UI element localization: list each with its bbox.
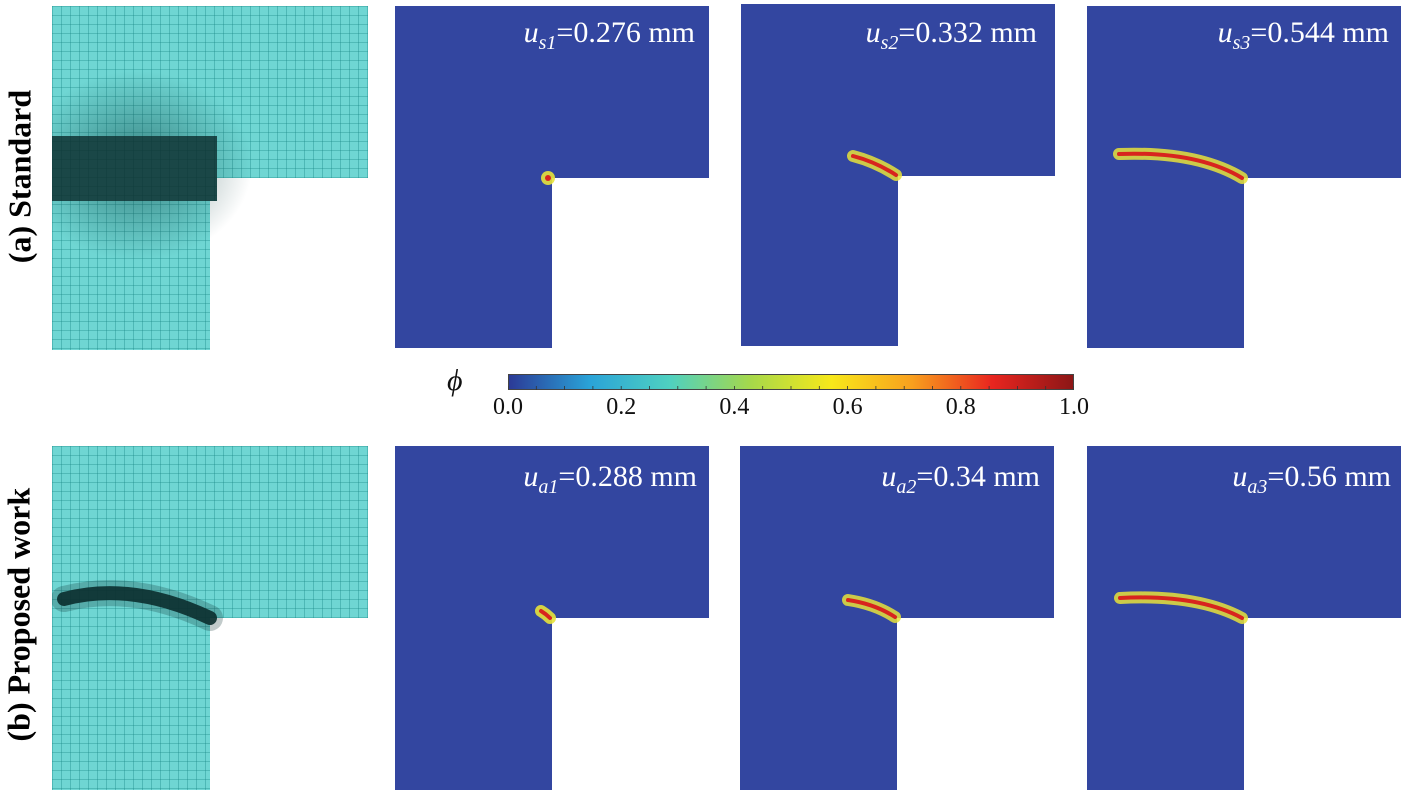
phase-field-panel-s2: us2=0.332 mm [741,4,1055,346]
colorbar-ticks [508,386,1074,390]
phase-field-panel-s1: us1=0.276 mm [395,6,709,348]
phase-field-panel-s3: us3=0.544 mm [1087,6,1401,348]
colorbar-tick-label: 0.0 [493,394,523,420]
colorbar-tick-label: 0.8 [945,394,976,420]
colorbar-tick-label: 0.4 [719,394,750,420]
colorbar [508,374,1074,390]
refined-mesh-band [57,586,217,625]
colorbar-tick-label: 0.2 [606,394,637,420]
displacement-label-s1: us1=0.276 mm [523,16,695,54]
colorbar-tick-label: 1.0 [1059,394,1089,420]
mesh-panel-standard [52,6,368,350]
displacement-label-a1: ua1=0.288 mm [523,460,697,498]
phase-field-panel-a1: ua1=0.288 mm [395,446,709,790]
mesh-panel-proposed [52,446,368,790]
row-label-standard: (a) Standard [1,89,38,264]
colorbar-tick-label: 0.6 [832,394,863,420]
displacement-label-a2: ua2=0.34 mm [881,460,1040,498]
displacement-label-s3: us3=0.544 mm [1217,16,1389,54]
phase-field-panel-a2: ua2=0.34 mm [740,446,1054,790]
colorbar-tick-labels: 0.0 0.2 0.4 0.6 0.8 1.0 [493,394,1089,424]
displacement-label-a3: ua3=0.56 mm [1232,460,1391,498]
row-label-proposed: (b) Proposed work [0,487,37,742]
displacement-label-s2: us2=0.332 mm [865,16,1037,54]
phase-field-panel-a3: ua3=0.56 mm [1087,446,1401,790]
colorbar-symbol: ϕ [447,364,463,397]
